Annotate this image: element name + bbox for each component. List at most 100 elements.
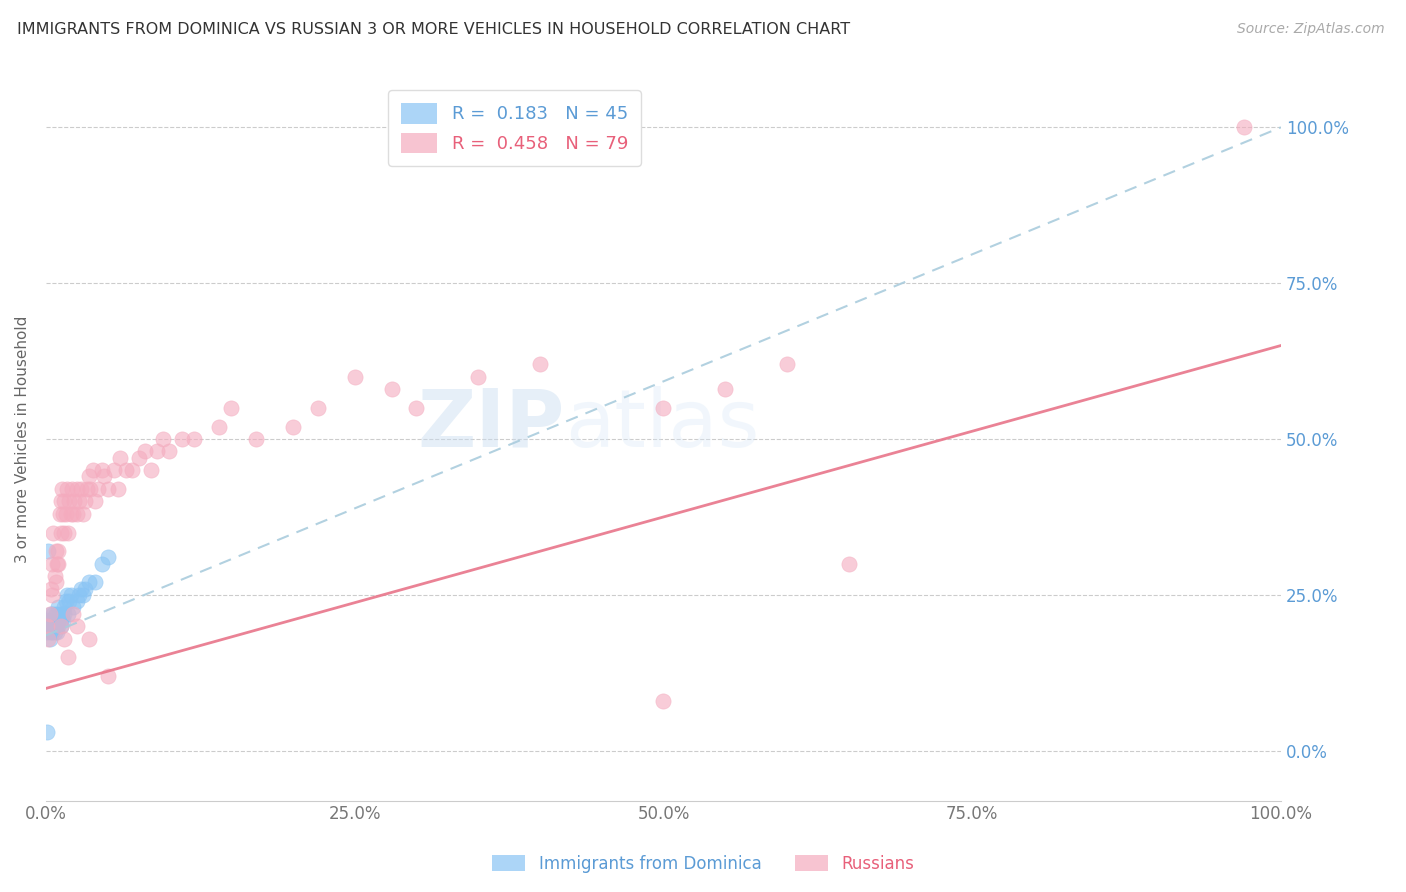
Point [77,575,100,590]
Point [219,401,242,415]
Point [46,557,69,571]
Point [97,669,120,683]
Y-axis label: 3 or more Vehicles in Household: 3 or more Vehicles in Household [15,316,30,563]
Point [46,557,69,571]
Text: atlas: atlas [565,385,759,464]
Point [381,382,404,396]
Point [69,482,91,496]
Point [84,575,107,590]
Point [44,625,66,640]
Point [652,401,675,415]
Point [37,619,59,633]
Point [37,725,59,739]
Point [37,613,59,627]
Point [62,600,84,615]
Point [58,594,80,608]
Point [170,432,193,446]
Text: IMMIGRANTS FROM DOMINICA VS RUSSIAN 3 OR MORE VEHICLES IN HOUSEHOLD CORRELATION : IMMIGRANTS FROM DOMINICA VS RUSSIAN 3 OR… [17,22,851,37]
Point [42,607,65,621]
Text: Source: ZipAtlas.com: Source: ZipAtlas.com [1237,22,1385,37]
Point [121,463,143,477]
Point [72,507,94,521]
Point [38,632,60,646]
Point [51,607,73,621]
Point [49,613,72,627]
Point [84,494,107,508]
Point [115,463,138,477]
Point [75,494,97,508]
Point [46,613,69,627]
Point [75,582,97,596]
Point [208,419,231,434]
Point [652,694,675,708]
Point [77,469,100,483]
Legend: Immigrants from Dominica, Russians: Immigrants from Dominica, Russians [485,848,921,880]
Point [58,494,80,508]
Point [1233,120,1256,135]
Legend: R =  0.183   N = 45, R =  0.458   N = 79: R = 0.183 N = 45, R = 0.458 N = 79 [388,90,641,166]
Point [45,544,67,558]
Point [51,482,73,496]
Point [46,619,69,633]
Point [55,594,77,608]
Point [69,582,91,596]
Point [90,557,112,571]
Point [48,507,70,521]
Point [245,432,267,446]
Point [103,463,125,477]
Point [281,419,304,434]
Point [134,444,156,458]
Point [38,607,60,621]
Point [41,588,63,602]
Point [44,569,66,583]
Point [56,588,79,602]
Point [41,613,63,627]
Point [97,550,120,565]
Point [38,619,60,633]
Point [93,469,115,483]
Point [77,632,100,646]
Point [59,588,82,602]
Point [66,507,89,521]
Text: ZIP: ZIP [418,385,565,464]
Point [66,594,89,608]
Point [56,482,79,496]
Point [90,463,112,477]
Point [58,525,80,540]
Point [39,619,62,633]
Point [146,444,169,458]
Point [41,557,63,571]
Point [52,613,75,627]
Point [62,607,84,621]
Point [42,619,65,633]
Point [58,607,80,621]
Point [53,607,76,621]
Point [76,482,98,496]
Point [529,357,551,371]
Point [66,619,89,633]
Point [139,463,162,477]
Point [97,482,120,496]
Point [82,463,104,477]
Point [46,613,69,627]
Point [44,613,66,627]
Point [776,357,799,371]
Point [46,600,69,615]
Point [58,650,80,665]
Point [59,507,82,521]
Point [49,525,72,540]
Point [52,507,75,521]
Point [405,401,427,415]
Point [60,482,83,496]
Point [49,619,72,633]
Point [39,582,62,596]
Point [183,432,205,446]
Point [53,525,76,540]
Point [45,607,67,621]
Point [45,575,67,590]
Point [714,382,737,396]
Point [46,544,69,558]
Point [159,444,181,458]
Point [37,632,59,646]
Point [49,494,72,508]
